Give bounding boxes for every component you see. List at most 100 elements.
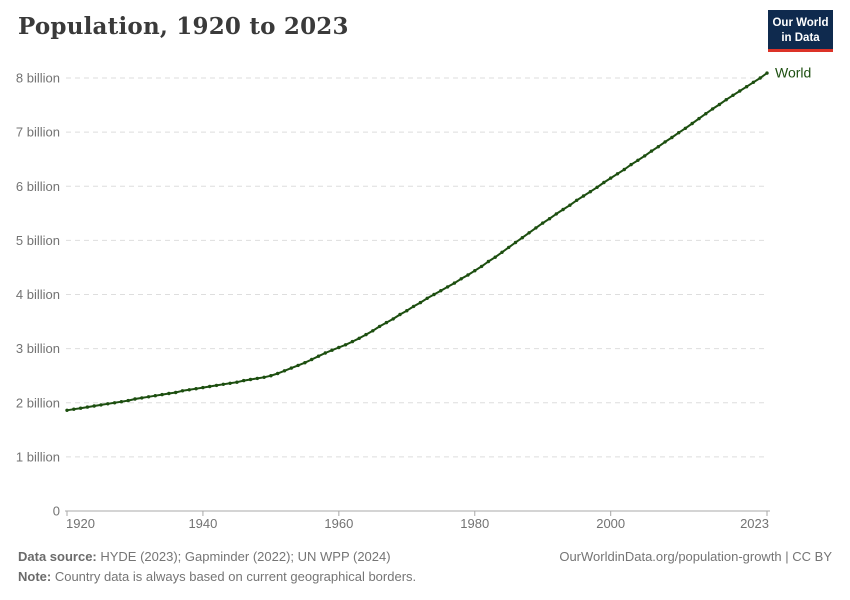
data-point-marker bbox=[581, 194, 586, 198]
data-point-marker bbox=[595, 185, 599, 189]
data-point-marker bbox=[153, 394, 157, 398]
data-point-marker bbox=[160, 392, 164, 397]
note-text: Country data is always based on current … bbox=[51, 569, 417, 584]
data-point-marker bbox=[208, 384, 212, 389]
owid-logo-line1: Our World bbox=[772, 17, 829, 29]
data-point-marker bbox=[85, 405, 90, 409]
data-point-marker bbox=[486, 259, 491, 264]
data-point-marker bbox=[303, 361, 307, 365]
data-point-marker bbox=[473, 269, 477, 273]
note-line: Note: Country data is always based on cu… bbox=[18, 569, 416, 584]
data-point-marker bbox=[765, 71, 769, 75]
data-source-label: Data source: bbox=[18, 549, 97, 564]
data-point-marker bbox=[106, 402, 110, 406]
y-axis-tick-label: 1 billion bbox=[16, 449, 60, 464]
data-point-marker bbox=[561, 207, 565, 212]
data-point-marker bbox=[248, 377, 253, 382]
data-source-line: Data source: HYDE (2023); Gapminder (202… bbox=[18, 549, 391, 564]
data-point-marker bbox=[704, 112, 708, 116]
data-point-marker bbox=[174, 390, 178, 395]
data-point-marker bbox=[609, 176, 613, 180]
data-point-marker bbox=[643, 154, 647, 158]
note-label: Note: bbox=[18, 569, 52, 584]
data-point-marker bbox=[391, 317, 395, 321]
data-point-marker bbox=[242, 378, 246, 383]
y-axis-tick-label: 3 billion bbox=[16, 341, 60, 356]
data-point-marker bbox=[724, 98, 728, 102]
data-point-marker bbox=[717, 102, 722, 107]
data-point-marker bbox=[663, 140, 667, 144]
data-point-marker bbox=[133, 397, 137, 401]
data-point-marker bbox=[92, 404, 96, 408]
data-point-marker bbox=[534, 226, 538, 230]
y-axis-tick-label: 5 billion bbox=[16, 233, 60, 248]
data-point-marker bbox=[568, 203, 572, 207]
data-point-marker bbox=[316, 354, 321, 358]
world-population-line bbox=[66, 72, 768, 412]
data-point-marker bbox=[214, 383, 219, 388]
data-point-marker bbox=[615, 172, 620, 176]
data-point-marker bbox=[418, 300, 423, 305]
data-point-marker bbox=[547, 217, 552, 221]
data-point-marker bbox=[384, 320, 389, 325]
data-point-marker bbox=[411, 304, 416, 309]
y-axis-tick-label: 7 billion bbox=[16, 125, 60, 140]
data-point-marker bbox=[432, 292, 436, 297]
data-point-marker bbox=[690, 121, 694, 126]
x-axis-tick-label: 1960 bbox=[324, 516, 353, 531]
x-axis-tick-label: 1980 bbox=[460, 516, 489, 531]
series-label-world: World bbox=[775, 65, 811, 81]
data-point-marker bbox=[602, 180, 606, 185]
data-point-marker bbox=[710, 107, 715, 111]
data-point-marker bbox=[78, 406, 83, 410]
data-point-marker bbox=[187, 388, 191, 392]
data-point-marker bbox=[194, 387, 198, 391]
data-point-marker bbox=[350, 339, 355, 344]
data-point-marker bbox=[656, 145, 660, 149]
data-point-marker bbox=[282, 369, 287, 373]
data-point-marker bbox=[262, 375, 266, 379]
data-point-marker bbox=[738, 89, 742, 93]
data-point-marker bbox=[513, 240, 518, 245]
data-point-marker bbox=[269, 374, 273, 378]
footer-citation-link[interactable]: OurWorldinData.org/population-growth | C… bbox=[559, 549, 832, 564]
data-point-marker bbox=[364, 332, 368, 337]
data-point-marker bbox=[500, 250, 504, 254]
population-line-chart: 0 1 billion 2 billion 3 billion 4 billion 5 b… bbox=[16, 65, 811, 531]
data-point-marker bbox=[371, 329, 375, 333]
data-point-marker bbox=[493, 255, 497, 259]
data-point-marker bbox=[119, 400, 124, 404]
data-point-marker bbox=[670, 135, 674, 140]
y-axis-tick-label: 2 billion bbox=[16, 395, 60, 410]
data-point-marker bbox=[622, 167, 626, 172]
data-point-marker bbox=[167, 391, 171, 396]
data-point-marker bbox=[466, 273, 470, 277]
data-point-marker bbox=[398, 312, 402, 317]
data-point-marker bbox=[575, 198, 579, 202]
data-point-marker bbox=[479, 264, 484, 269]
data-point-marker bbox=[520, 236, 524, 240]
data-point-marker bbox=[310, 357, 314, 362]
page-title: Population, 1920 to 2023 bbox=[18, 13, 349, 40]
data-point-marker bbox=[677, 131, 681, 135]
data-point-marker bbox=[201, 385, 205, 390]
data-point-marker bbox=[439, 289, 443, 293]
data-point-marker bbox=[459, 277, 463, 281]
data-point-marker bbox=[289, 366, 293, 370]
data-point-marker bbox=[235, 380, 239, 384]
data-point-marker bbox=[343, 343, 348, 347]
data-point-marker bbox=[697, 116, 701, 121]
data-point-marker bbox=[337, 345, 341, 350]
y-axis-tick-label: 6 billion bbox=[16, 179, 60, 194]
owid-logo-line2: in Data bbox=[781, 31, 820, 44]
data-point-marker bbox=[636, 158, 640, 162]
x-axis-tick-label: 1940 bbox=[188, 516, 217, 531]
data-point-marker bbox=[112, 401, 117, 405]
data-point-marker bbox=[452, 281, 457, 285]
data-point-marker bbox=[507, 245, 511, 250]
y-axis-tick-label: 8 billion bbox=[16, 71, 60, 86]
data-point-marker bbox=[405, 309, 409, 313]
owid-logo[interactable]: Our World in Data bbox=[768, 10, 833, 53]
x-axis-tick-label: 2000 bbox=[596, 516, 625, 531]
